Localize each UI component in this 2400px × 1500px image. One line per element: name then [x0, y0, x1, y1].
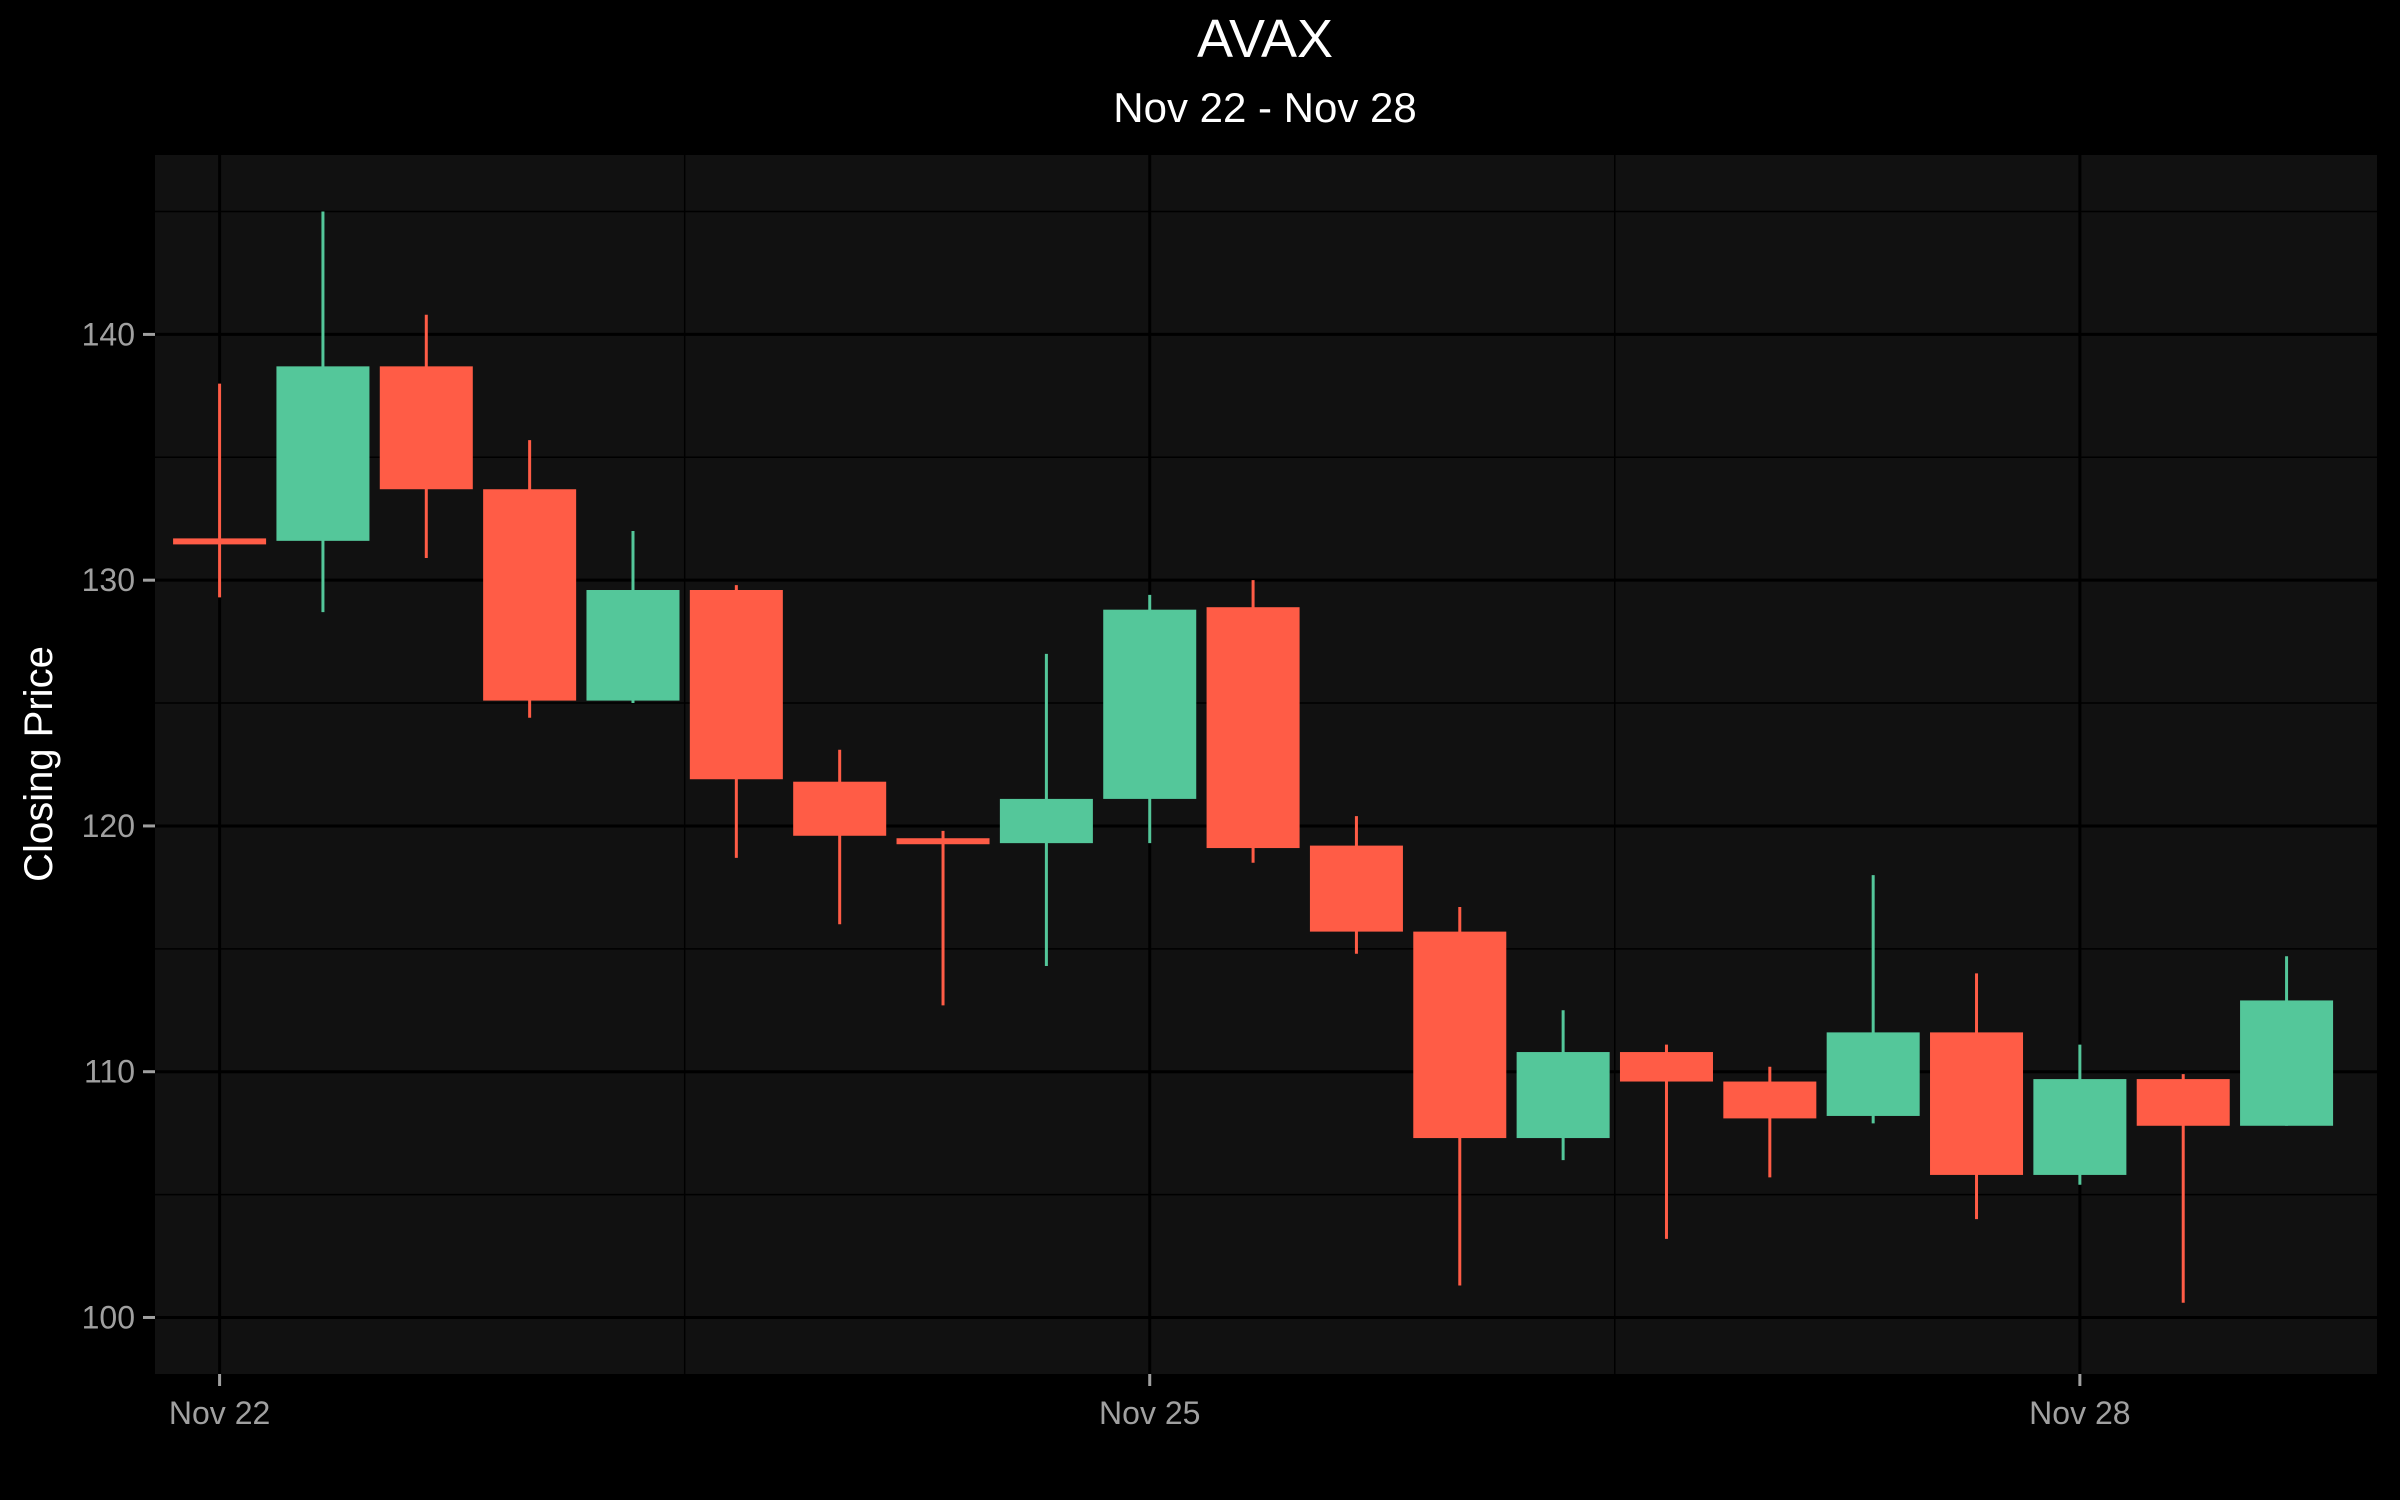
candle — [1206, 580, 1300, 863]
candle — [1103, 594, 1197, 844]
candle — [586, 531, 680, 704]
y-tick-label: 110 — [84, 1054, 135, 1090]
candle — [1516, 1010, 1610, 1161]
candle — [1930, 973, 2024, 1220]
candle-body — [896, 838, 990, 845]
y-axis-title: Closing Price — [17, 646, 61, 882]
chart-subtitle: Nov 22 - Nov 28 — [1113, 84, 1416, 131]
candle — [1723, 1066, 1817, 1178]
candle — [2136, 1074, 2230, 1303]
x-tick-label: Nov 22 — [169, 1395, 270, 1431]
y-tick-label: 140 — [82, 316, 135, 352]
candle-body — [2240, 1000, 2334, 1126]
y-tick-label: 130 — [82, 562, 135, 598]
candle-body — [1723, 1081, 1817, 1119]
y-axis: 100 110 120 130 140 — [82, 316, 155, 1335]
candle-body — [1206, 607, 1300, 849]
candle — [2240, 956, 2334, 1126]
candle — [483, 440, 577, 718]
candle-body — [2033, 1079, 2127, 1175]
candle-body — [1309, 845, 1403, 932]
candle — [896, 830, 990, 1006]
y-tick-label: 100 — [82, 1299, 135, 1335]
candle — [1413, 907, 1507, 1286]
x-tick-label: Nov 28 — [2029, 1395, 2130, 1431]
candle-body — [793, 781, 887, 836]
x-axis: Nov 22 Nov 25 Nov 28 — [169, 1374, 2131, 1431]
candle — [1619, 1044, 1713, 1239]
candle — [2033, 1044, 2127, 1185]
candle — [379, 314, 473, 559]
candle-body — [1826, 1032, 1920, 1116]
candle — [1826, 875, 1920, 1124]
candle-body — [1516, 1052, 1610, 1139]
candle — [276, 211, 370, 613]
candle-body — [1103, 609, 1197, 799]
candle — [999, 653, 1093, 967]
candle — [793, 749, 887, 925]
x-tick-label: Nov 25 — [1099, 1395, 1200, 1431]
candle-body — [1930, 1032, 2024, 1175]
candle-body — [276, 366, 370, 541]
candle-body — [1413, 931, 1507, 1139]
candle — [689, 585, 783, 858]
candle-body — [586, 590, 680, 701]
candle — [1309, 816, 1403, 954]
candle-body — [999, 798, 1093, 844]
candle-body — [2136, 1079, 2230, 1126]
y-tick-label: 120 — [82, 808, 135, 844]
candle-body — [483, 489, 577, 701]
candle-body — [379, 366, 473, 490]
candle-body — [689, 590, 783, 780]
candle — [173, 383, 267, 598]
candle-body — [1619, 1052, 1713, 1082]
candle-body — [173, 538, 267, 545]
candles-layer — [173, 211, 2334, 1303]
chart-title: AVAX — [1197, 9, 1333, 69]
